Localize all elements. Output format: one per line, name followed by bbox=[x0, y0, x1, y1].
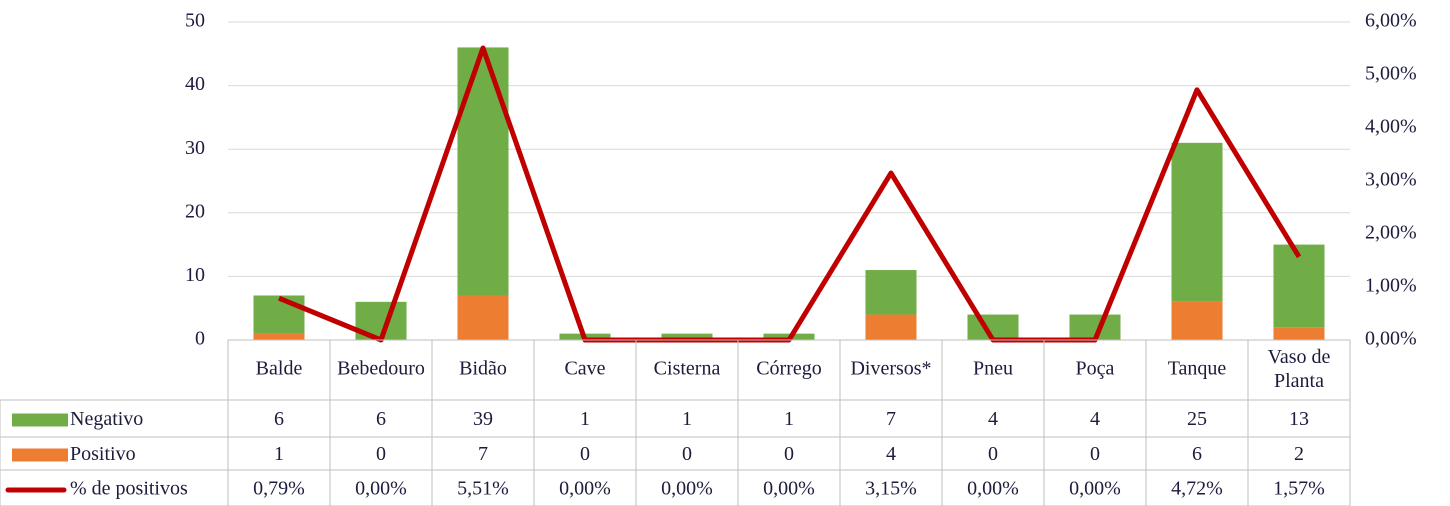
table-value: 6 bbox=[1192, 443, 1202, 465]
bar bbox=[865, 314, 917, 340]
line bbox=[278, 45, 1302, 343]
table-value: 0,00% bbox=[1069, 478, 1121, 500]
table-value: 0,00% bbox=[763, 478, 815, 500]
table-value: 1,57% bbox=[1273, 478, 1325, 500]
category-label: Poça bbox=[1076, 358, 1115, 380]
bar bbox=[253, 333, 305, 340]
y-tick-label: 10 bbox=[185, 264, 205, 286]
table-value: 1 bbox=[274, 443, 284, 465]
table-value: 0 bbox=[1090, 443, 1100, 465]
bar bbox=[661, 333, 713, 340]
table-value: 3,15% bbox=[865, 478, 917, 500]
y-tick-label: 40 bbox=[185, 73, 205, 95]
y-tick-label: 30 bbox=[185, 137, 205, 159]
table-value: 39 bbox=[473, 408, 493, 430]
category-label: Bidão bbox=[459, 358, 507, 380]
category-label: Tanque bbox=[1168, 358, 1227, 380]
bar bbox=[1171, 301, 1223, 340]
table-value: 0,79% bbox=[253, 478, 305, 500]
y2-tick-label: 6,00% bbox=[1365, 10, 1417, 32]
table-value: 6 bbox=[376, 408, 386, 430]
y-tick-label: 0 bbox=[195, 328, 205, 350]
table-value: 13 bbox=[1289, 408, 1309, 430]
y2-tick-label: 2,00% bbox=[1365, 222, 1417, 244]
legend-label: Negativo bbox=[70, 408, 143, 430]
bar bbox=[253, 295, 305, 334]
category-label: Vaso de Planta bbox=[1268, 346, 1331, 392]
y2-tick-label: 4,00% bbox=[1365, 116, 1417, 138]
category-label: Córrego bbox=[756, 358, 822, 380]
category-label: Diversos* bbox=[850, 358, 931, 380]
table-value: 0,00% bbox=[355, 478, 407, 500]
table-value: 0,00% bbox=[559, 478, 611, 500]
legend-key bbox=[12, 448, 68, 462]
bar bbox=[457, 47, 509, 296]
y-tick-label: 50 bbox=[185, 10, 205, 32]
table-value: 0 bbox=[580, 443, 590, 465]
table-value: 1 bbox=[784, 408, 794, 430]
y2-tick-label: 0,00% bbox=[1365, 328, 1417, 350]
bar bbox=[865, 270, 917, 315]
table-value: 5,51% bbox=[457, 478, 509, 500]
table-value: 6 bbox=[274, 408, 284, 430]
table-value: 0,00% bbox=[967, 478, 1019, 500]
y2-tick-label: 3,00% bbox=[1365, 169, 1417, 191]
table-value: 0 bbox=[682, 443, 692, 465]
legend-label: % de positivos bbox=[70, 478, 188, 500]
table-value: 1 bbox=[682, 408, 692, 430]
table-value: 4 bbox=[988, 408, 998, 430]
category-label: Bebedouro bbox=[337, 358, 425, 380]
y2-tick-label: 5,00% bbox=[1365, 63, 1417, 85]
bar bbox=[457, 295, 509, 340]
bar bbox=[1171, 142, 1223, 302]
table-value: 0,00% bbox=[661, 478, 713, 500]
table-value: 25 bbox=[1187, 408, 1207, 430]
y2-tick-label: 1,00% bbox=[1365, 275, 1417, 297]
bar bbox=[1273, 244, 1325, 328]
table-value: 1 bbox=[580, 408, 590, 430]
table-value: 4,72% bbox=[1171, 478, 1223, 500]
y-tick-label: 20 bbox=[185, 200, 205, 222]
category-label: Cisterna bbox=[654, 358, 721, 380]
category-label: Cave bbox=[564, 358, 605, 380]
table-value: 0 bbox=[988, 443, 998, 465]
table-value: 4 bbox=[886, 443, 896, 465]
table-value: 4 bbox=[1090, 408, 1100, 430]
table-value: 0 bbox=[784, 443, 794, 465]
legend-key bbox=[12, 413, 68, 427]
category-label: Balde bbox=[256, 358, 303, 380]
bar bbox=[1273, 327, 1325, 340]
table-value: 2 bbox=[1294, 443, 1304, 465]
table-value: 7 bbox=[478, 443, 488, 465]
legend-label: Positivo bbox=[70, 443, 136, 465]
table-value: 0 bbox=[376, 443, 386, 465]
category-label: Pneu bbox=[973, 358, 1013, 380]
table-value: 7 bbox=[886, 408, 896, 430]
